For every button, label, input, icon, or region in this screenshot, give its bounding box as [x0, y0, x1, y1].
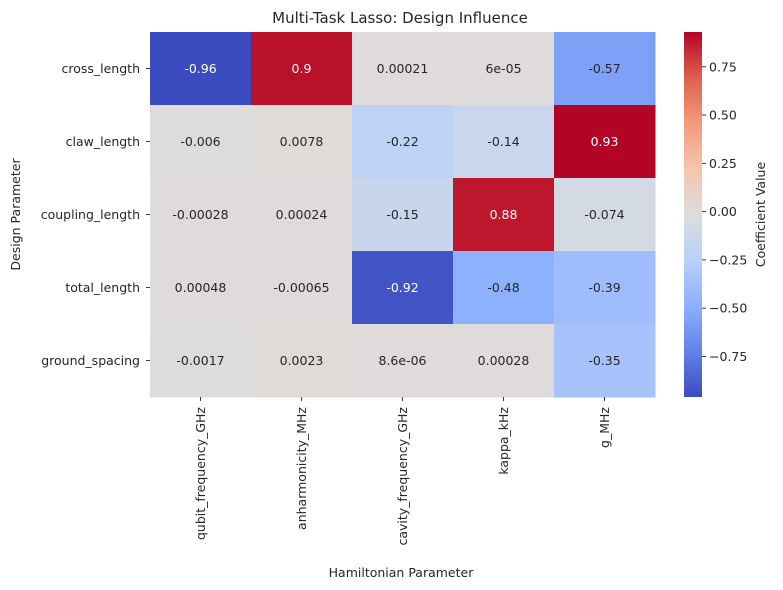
colorbar-gradient — [684, 32, 702, 397]
cell-annotation: -0.0017 — [176, 353, 224, 368]
cell-annotation: -0.57 — [588, 61, 620, 76]
colorbar-tick-label: 0.25 — [709, 156, 737, 171]
heatmap-cell — [150, 178, 252, 252]
y-axis-ticks: cross_length claw_length coupling_lengthto… — [41, 61, 150, 368]
x-axis-ticks: qubit_frequency_GHz anharmonicity_MHz cavi… — [193, 397, 612, 546]
heatmap-cell — [453, 324, 555, 398]
heatmap-cell — [554, 105, 656, 179]
chart-title: Multi-Task Lasso: Design Influence — [272, 9, 528, 27]
heatmap-cell — [352, 324, 454, 398]
y-tick-label: cross_length — [61, 61, 140, 76]
heatmap-cell — [453, 105, 555, 179]
heatmap-cell — [251, 178, 353, 252]
x-tick-label: cavity_frequency_GHz — [395, 407, 410, 546]
heatmap-cell — [150, 32, 252, 106]
cell-annotation: -0.35 — [588, 353, 620, 368]
cell-annotation: 0.00048 — [175, 280, 227, 295]
colorbar-tick-label: 0.00 — [709, 204, 737, 219]
x-tick-label: qubit_frequency_GHz — [193, 407, 208, 540]
colorbar-ticks: 0.75 0.50 0.25 0.00 −0.25 −0.50 −0.75 — [702, 59, 747, 364]
cell-annotation: 0.9 — [292, 61, 312, 76]
colorbar-tick-label: −0.50 — [709, 301, 747, 316]
cell-annotation: -0.14 — [487, 134, 519, 149]
cell-annotation: 0.00021 — [377, 61, 429, 76]
x-axis-label: Hamiltonian Parameter — [329, 565, 475, 580]
heatmap-cell — [453, 178, 555, 252]
cell-annotation: -0.39 — [588, 280, 620, 295]
heatmap-cell — [150, 105, 252, 179]
cell-annotation: -0.22 — [386, 134, 418, 149]
colorbar-label: Coefficient Value — [753, 162, 768, 268]
y-tick-label: claw_length — [66, 134, 140, 149]
heatmap-cell — [352, 105, 454, 179]
cell-annotation: 0.93 — [591, 134, 619, 149]
cell-annotation: 0.0078 — [280, 134, 324, 149]
heatmap-annotations: -0.96 0.9 0.00021 6e-05 -0.57 -0.006 0.0078 -0.… — [172, 61, 624, 368]
colorbar-tick-label: −0.25 — [709, 252, 747, 267]
x-tick-label: anharmonicity_MHz — [294, 407, 309, 530]
y-axis-label: Design Parameter — [8, 158, 23, 271]
heatmap-cell — [453, 251, 555, 325]
cell-annotation: -0.00065 — [273, 280, 329, 295]
heatmap-cells — [150, 32, 656, 398]
heatmap-cell — [352, 178, 454, 252]
colorbar-tick-label: 0.75 — [709, 59, 737, 74]
cell-annotation: 0.88 — [490, 207, 518, 222]
cell-annotation: -0.96 — [184, 61, 216, 76]
cell-annotation: -0.48 — [487, 280, 519, 295]
colorbar-tick-label: −0.75 — [709, 349, 747, 364]
heatmap-cell — [251, 105, 353, 179]
heatmap-cell — [554, 32, 656, 106]
cell-annotation: -0.15 — [386, 207, 418, 222]
cell-annotation: 0.00024 — [276, 207, 328, 222]
heatmap-cell — [554, 178, 656, 252]
heatmap-cell — [251, 251, 353, 325]
x-tick-label: kappa_kHz — [496, 407, 511, 475]
heatmap-cell — [251, 32, 353, 106]
y-tick-label: ground_spacing — [41, 353, 140, 368]
cell-annotation: 0.00028 — [478, 353, 530, 368]
heatmap-cell — [150, 251, 252, 325]
cell-annotation: -0.92 — [386, 280, 418, 295]
cell-annotation: 6e-05 — [485, 61, 521, 76]
heatmap-cell — [352, 251, 454, 325]
y-tick-label: total_length — [65, 280, 140, 295]
cell-annotation: -0.006 — [180, 134, 220, 149]
heatmap-cell — [150, 324, 252, 398]
cell-annotation: 8.6e-06 — [379, 353, 427, 368]
colorbar: 0.75 0.50 0.25 0.00 −0.25 −0.50 −0.75 Coeffici… — [684, 32, 768, 397]
heatmap-cell — [554, 251, 656, 325]
x-tick-label: g_MHz — [597, 407, 612, 448]
heatmap-cell — [352, 32, 454, 106]
y-tick-label: coupling_length — [41, 207, 140, 222]
heatmap-cell — [453, 32, 555, 106]
heatmap-cell — [554, 324, 656, 398]
heatmap-cell — [251, 324, 353, 398]
cell-annotation: -0.074 — [584, 207, 624, 222]
colorbar-tick-label: 0.50 — [709, 108, 737, 123]
cell-annotation: 0.0023 — [280, 353, 324, 368]
cell-annotation: -0.00028 — [172, 207, 228, 222]
